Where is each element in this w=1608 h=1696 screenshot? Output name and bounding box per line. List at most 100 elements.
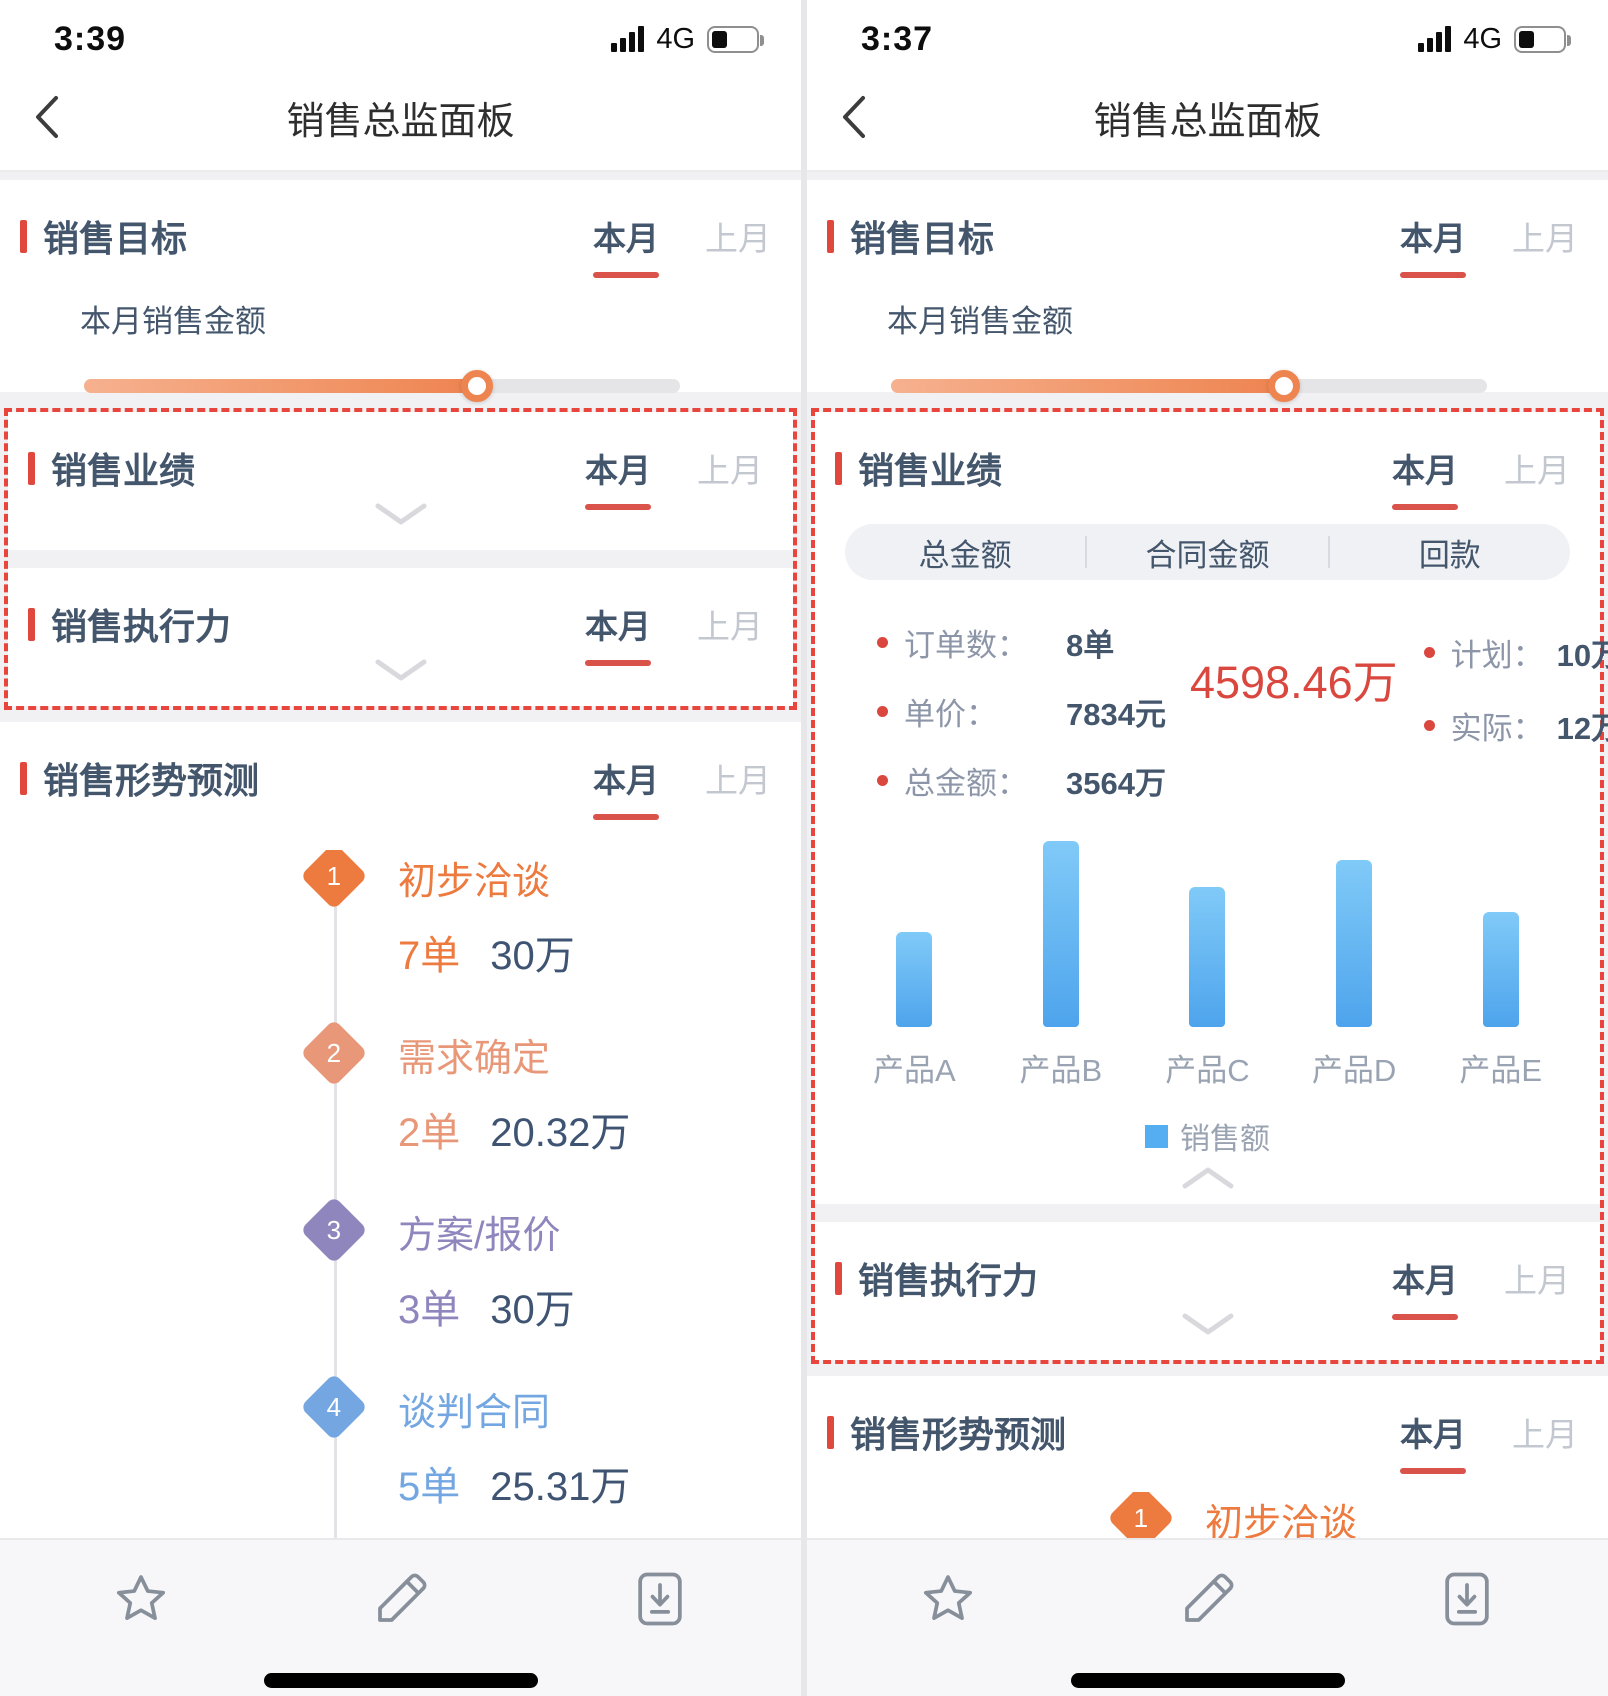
- edit-button[interactable]: [1179, 1570, 1237, 1628]
- stat-row: 总金额： 3564万: [877, 758, 1166, 803]
- scroll-content: 销售目标 本月 上月 本月销售金额 销售业绩 本月 上月: [807, 172, 1608, 1538]
- section-accent-bar: [835, 451, 842, 485]
- highlight-dashed-box: 销售业绩 本月 上月 总金额 合同金额 回款: [811, 408, 1608, 1364]
- tab-last-month[interactable]: 上月: [705, 220, 771, 257]
- bottom-toolbar: [807, 1538, 1608, 1696]
- home-indicator[interactable]: [263, 1673, 538, 1688]
- stat-value: 8单: [1066, 628, 1115, 663]
- nav-bar: 销售总监面板: [807, 64, 1608, 172]
- tab-this-month[interactable]: 本月: [593, 212, 659, 278]
- tab-last-month[interactable]: 上月: [697, 452, 763, 489]
- section-accent-bar: [28, 607, 35, 641]
- stage-diamond-marker: 4: [300, 1373, 368, 1441]
- chevron-down-icon: [375, 659, 426, 681]
- tab-this-month[interactable]: 本月: [1400, 1408, 1466, 1474]
- network-type-label: 4G: [656, 22, 695, 55]
- back-button[interactable]: [34, 89, 78, 145]
- tab-this-month[interactable]: 本月: [1392, 444, 1458, 510]
- bar-product-b: [1042, 841, 1079, 1027]
- chevron-left-icon: [843, 96, 865, 138]
- section-title: 销售业绩: [51, 450, 196, 491]
- expand-section-button[interactable]: [815, 1304, 1600, 1350]
- expand-section-button[interactable]: [8, 650, 793, 696]
- slider-knob[interactable]: [461, 370, 494, 402]
- stage-name: 初步洽谈: [1205, 1503, 1358, 1538]
- page-title: 销售总监面板: [1093, 100, 1322, 143]
- tab-this-month[interactable]: 本月: [593, 754, 659, 820]
- chevron-up-icon: [1182, 1167, 1233, 1189]
- bullet-icon: [1423, 647, 1435, 658]
- section-accent-bar: [20, 761, 27, 795]
- tab-last-month[interactable]: 上月: [1512, 1416, 1578, 1453]
- battery-icon: [707, 25, 764, 53]
- target-amount-label: 本月销售金额: [887, 304, 1073, 339]
- section-title: 销售目标: [43, 218, 188, 259]
- tab-last-month[interactable]: 上月: [1512, 220, 1578, 257]
- tab-this-month[interactable]: 本月: [1392, 1254, 1458, 1320]
- section-accent-bar: [827, 219, 834, 253]
- tab-this-month[interactable]: 本月: [585, 600, 651, 666]
- bottom-toolbar: [0, 1538, 801, 1696]
- tab-last-month[interactable]: 上月: [705, 762, 771, 799]
- funnel-stage: 4 谈判合同 5单 25.31万: [0, 1373, 801, 1512]
- bullet-icon: [877, 706, 888, 717]
- pipeline-funnel: 1 初步洽谈 7单 30万: [807, 1492, 1608, 1538]
- clock: 3:39: [54, 19, 127, 58]
- tab-last-month[interactable]: 上月: [697, 608, 763, 645]
- edit-button[interactable]: [372, 1570, 430, 1628]
- metric-tab-total[interactable]: 总金额: [918, 537, 1012, 573]
- download-button[interactable]: [631, 1570, 689, 1628]
- section-title: 销售执行力: [858, 1260, 1039, 1301]
- bar-category-label: 产品A: [872, 1053, 956, 1088]
- section-title: 销售业绩: [858, 450, 1003, 491]
- legend-label: 销售额: [1180, 1123, 1270, 1156]
- slider-fill: [84, 379, 478, 393]
- section-title: 销售目标: [850, 218, 995, 259]
- tab-last-month[interactable]: 上月: [1504, 1262, 1570, 1299]
- stage-amount: 30万: [490, 934, 575, 978]
- metric-tab-payment[interactable]: 回款: [1418, 537, 1481, 573]
- slider-knob[interactable]: [1268, 370, 1301, 402]
- expand-section-button[interactable]: [8, 494, 793, 540]
- collapse-section-button[interactable]: [815, 1158, 1600, 1204]
- bar-product-c: [1189, 887, 1226, 1027]
- tab-this-month[interactable]: 本月: [585, 444, 651, 510]
- metric-tab-contract[interactable]: 合同金额: [1145, 537, 1270, 573]
- metric-tab-separator: [1327, 536, 1330, 568]
- sales-progress-slider: [891, 370, 1487, 402]
- bar-product-e: [1482, 912, 1519, 1027]
- funnel-stage: 2 需求确定 2单 20.32万: [0, 1019, 801, 1158]
- download-button[interactable]: [1438, 1570, 1496, 1628]
- home-indicator[interactable]: [1070, 1673, 1345, 1688]
- tab-last-month[interactable]: 上月: [1504, 452, 1570, 489]
- total-amount-highlight: 4598.46万: [1189, 657, 1398, 708]
- sales-bar-chart: 产品A 产品B 产品C 产品D 产品E 销售额: [815, 839, 1600, 1158]
- stage-name: 初步洽谈: [398, 861, 551, 903]
- stage-diamond-marker: 3: [300, 1196, 368, 1264]
- tab-this-month[interactable]: 本月: [1400, 212, 1466, 278]
- section-accent-bar: [28, 451, 35, 485]
- page-title: 销售总监面板: [286, 100, 515, 143]
- favorite-button[interactable]: [919, 1570, 977, 1628]
- stat-row: 订单数： 8单: [877, 620, 1166, 665]
- stat-label: 总金额：: [904, 766, 1028, 801]
- bullet-icon: [1423, 720, 1435, 731]
- stage-name: 谈判合同: [398, 1392, 551, 1434]
- stage-deal-count: 7单: [398, 934, 461, 978]
- section-title: 销售形势预测: [850, 1414, 1067, 1455]
- back-button[interactable]: [841, 89, 885, 145]
- download-icon: [1445, 1572, 1489, 1626]
- stage-deal-count: 5单: [398, 1465, 461, 1509]
- highlight-dashed-box: 销售业绩 本月 上月 销售执行力 本月 上月: [4, 408, 797, 710]
- signal-strength-icon: [611, 26, 645, 52]
- sales-forecast-card: 销售形势预测 本月 上月 1 初步洽谈 7单 30万: [0, 722, 801, 1538]
- favorite-button[interactable]: [112, 1570, 170, 1628]
- nav-bar: 销售总监面板: [0, 64, 801, 172]
- stat-value: 3564万: [1066, 766, 1166, 801]
- pencil-icon: [1184, 1573, 1233, 1622]
- stat-row: 计划： 10万: [1423, 630, 1608, 675]
- signal-strength-icon: [1418, 26, 1452, 52]
- chart-legend: 销售额: [841, 1114, 1574, 1158]
- sales-execution-card: 销售执行力 本月 上月: [8, 568, 793, 706]
- legend-swatch-icon: [1145, 1124, 1168, 1148]
